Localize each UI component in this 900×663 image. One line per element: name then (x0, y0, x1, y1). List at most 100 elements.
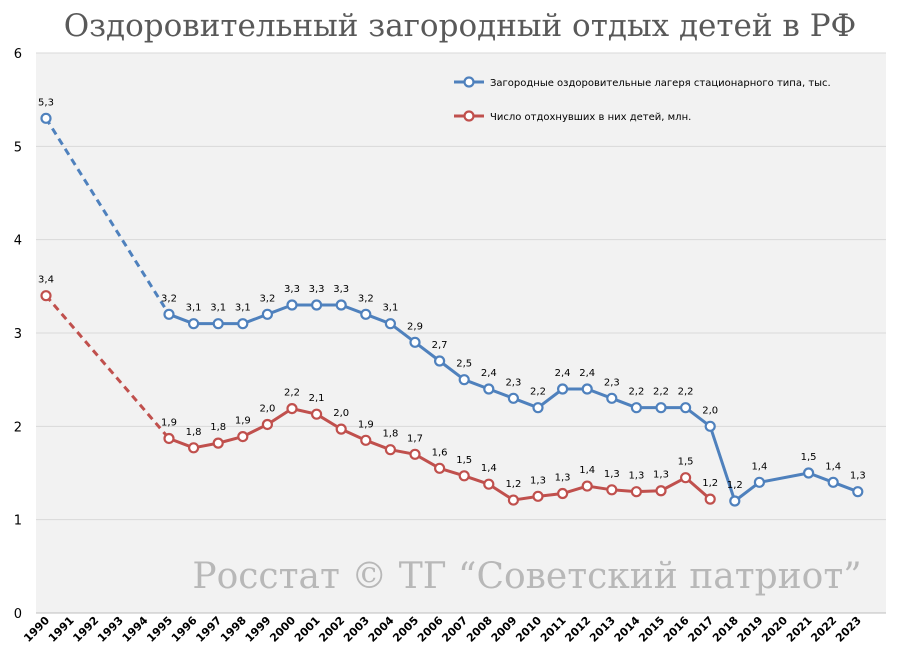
data-label: 2,3 (604, 377, 620, 388)
data-label: 1,7 (407, 433, 423, 444)
data-label: 3,2 (259, 293, 275, 304)
data-label: 2,0 (702, 405, 718, 416)
data-label: 2,2 (628, 387, 644, 398)
data-point (852, 486, 864, 498)
data-label: 3,4 (38, 275, 54, 286)
data-label: 1,2 (505, 479, 521, 490)
data-label: 2,2 (530, 387, 546, 398)
x-tick-label: 2013 (587, 614, 618, 645)
data-label: 3,2 (161, 293, 177, 304)
data-label: 1,8 (210, 422, 226, 433)
grid-lines (36, 52, 886, 614)
data-point (212, 318, 224, 330)
x-tick-label: 1994 (120, 614, 151, 645)
data-label: 2,5 (456, 359, 472, 370)
x-tick-label: 1996 (169, 614, 200, 645)
data-point (163, 308, 175, 320)
data-label: 1,4 (579, 465, 595, 476)
legend-marker (463, 76, 475, 88)
x-tick-label: 2011 (538, 614, 569, 645)
data-label: 1,9 (235, 416, 251, 427)
data-point (434, 355, 446, 367)
x-tick-label: 1998 (218, 614, 249, 645)
data-point (704, 493, 716, 505)
series-layer: 5,3 3,2 3,1 3,1 3,1 3,2 3,3 3,3 3,3 3,2 3,1 2,9 2,7 2… (38, 97, 866, 507)
y-tick-label: 2 (14, 420, 22, 435)
data-point (40, 112, 52, 124)
data-point (606, 484, 618, 496)
data-label: 2,2 (653, 387, 669, 398)
data-point (556, 487, 569, 500)
x-tick-label: 2021 (784, 614, 815, 645)
x-tick-label: 2015 (636, 614, 667, 645)
data-label: 2,4 (555, 368, 571, 379)
data-label: 1,3 (555, 473, 571, 484)
x-tick-label: 2003 (341, 614, 372, 645)
data-point (384, 318, 396, 330)
data-label: 1,4 (481, 463, 497, 474)
data-point (458, 374, 470, 386)
series-1: 5,3 3,2 3,1 3,1 3,1 3,2 3,3 3,3 3,3 3,2 3,1 2,9 2,7 2… (38, 97, 866, 507)
y-tick-label: 6 (14, 47, 22, 62)
series-line-segment (757, 471, 811, 484)
x-tick-label: 2010 (513, 614, 544, 645)
data-label: 3,3 (333, 284, 349, 295)
data-point (532, 490, 544, 502)
data-point (40, 290, 52, 302)
x-tick-label: 2000 (267, 614, 298, 645)
y-tick-label: 1 (14, 514, 22, 529)
data-label: 3,1 (235, 303, 251, 314)
data-point (261, 308, 273, 320)
data-point (286, 299, 298, 311)
x-tick-label: 2006 (415, 614, 446, 645)
y-tick-label: 3 (14, 327, 22, 342)
data-point (483, 478, 495, 490)
x-tick-label: 1997 (193, 614, 224, 645)
data-point (409, 336, 421, 348)
data-label: 1,8 (186, 427, 202, 438)
x-axis-ticks: 1990199119921993199419951996199719981999… (21, 614, 864, 645)
data-point (655, 485, 667, 497)
x-tick-label: 1991 (46, 614, 77, 645)
x-tick-label: 2012 (562, 614, 593, 645)
x-tick-label: 2022 (808, 614, 839, 645)
x-tick-label: 2023 (833, 614, 864, 645)
data-point (458, 470, 470, 482)
series-dashed-segment (44, 117, 171, 316)
data-point (335, 423, 347, 435)
data-point (606, 392, 618, 404)
x-tick-label: 2019 (735, 614, 766, 645)
data-point (507, 392, 520, 404)
data-point (286, 403, 298, 415)
data-label: 2,3 (505, 377, 521, 388)
data-label: 1,3 (604, 469, 620, 480)
data-point (409, 448, 421, 460)
watermark: Росстат © ТГ “Советский патриот” (192, 556, 861, 597)
data-point (384, 444, 396, 456)
data-label: 2,4 (579, 368, 595, 379)
data-point (753, 476, 766, 488)
data-label: 2,4 (481, 368, 497, 379)
data-point (581, 383, 593, 395)
legend-label: Число отдохнувших в них детей, млн. (490, 112, 691, 123)
data-point (704, 420, 716, 432)
data-point (802, 467, 815, 479)
data-label: 2,0 (333, 408, 349, 419)
data-label: 2,9 (407, 321, 423, 332)
data-point (729, 495, 741, 507)
data-point (261, 418, 273, 431)
data-point (212, 437, 224, 449)
x-tick-label: 2001 (292, 614, 323, 645)
data-label: 2,2 (678, 387, 694, 398)
data-label: 1,9 (161, 417, 177, 428)
x-tick-label: 2004 (366, 614, 397, 645)
x-tick-label: 2005 (390, 614, 421, 645)
data-label: 3,3 (309, 284, 325, 295)
data-point (655, 402, 667, 414)
x-tick-label: 2007 (439, 614, 470, 645)
data-label: 1,8 (382, 429, 398, 440)
data-point (188, 318, 200, 330)
x-tick-label: 1999 (243, 614, 274, 645)
x-tick-label: 1990 (21, 614, 52, 645)
